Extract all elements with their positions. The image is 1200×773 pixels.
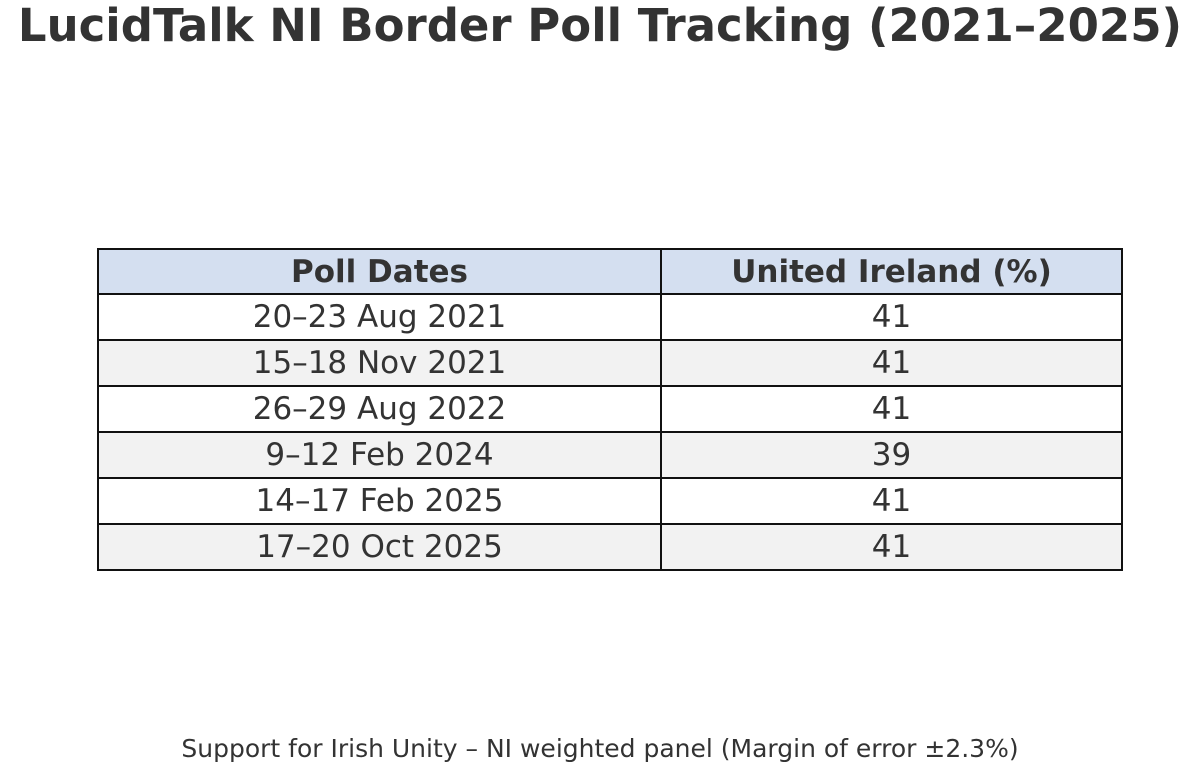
united-ireland-value-cell: 41 <box>660 293 1123 341</box>
table-row: 9–12 Feb 2024 39 <box>97 431 1123 479</box>
poll-date-cell: 9–12 Feb 2024 <box>97 431 662 479</box>
poll-date-cell: 15–18 Nov 2021 <box>97 339 662 387</box>
poll-table: Poll Dates United Ireland (%) 20–23 Aug … <box>97 248 1123 571</box>
poll-date-cell: 26–29 Aug 2022 <box>97 385 662 433</box>
united-ireland-value-cell: 41 <box>660 523 1123 571</box>
united-ireland-value-cell: 41 <box>660 477 1123 525</box>
chart-caption: Support for Irish Unity – NI weighted pa… <box>181 734 1019 763</box>
poll-date-cell: 17–20 Oct 2025 <box>97 523 662 571</box>
united-ireland-value-cell: 41 <box>660 339 1123 387</box>
table-row: 17–20 Oct 2025 41 <box>97 523 1123 571</box>
table-row: 14–17 Feb 2025 41 <box>97 477 1123 525</box>
poll-date-cell: 20–23 Aug 2021 <box>97 293 662 341</box>
table-row: 15–18 Nov 2021 41 <box>97 339 1123 387</box>
table-header-row: Poll Dates United Ireland (%) <box>97 248 1123 295</box>
chart-title: LucidTalk NI Border Poll Tracking (2021–… <box>17 0 1183 52</box>
column-header-poll-dates: Poll Dates <box>97 248 662 295</box>
united-ireland-value-cell: 41 <box>660 385 1123 433</box>
table-row: 20–23 Aug 2021 41 <box>97 293 1123 341</box>
united-ireland-value-cell: 39 <box>660 431 1123 479</box>
table-row: 26–29 Aug 2022 41 <box>97 385 1123 433</box>
poll-date-cell: 14–17 Feb 2025 <box>97 477 662 525</box>
column-header-united-ireland: United Ireland (%) <box>660 248 1123 295</box>
